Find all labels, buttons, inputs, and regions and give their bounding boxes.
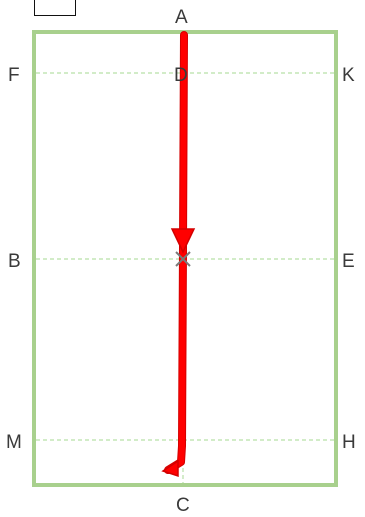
marker-f-label: F (8, 65, 20, 86)
legend-box (34, 0, 76, 16)
marker-b-label: B (8, 251, 21, 272)
route (161, 31, 196, 478)
marker-c-label: C (176, 495, 190, 516)
marker-k-label: K (342, 65, 355, 86)
route-arrow-down (170, 228, 196, 254)
marker-a-label: A (175, 7, 188, 28)
x-mark-line-2 (175, 251, 191, 267)
center-x-mark (175, 251, 191, 267)
marker-d-label: D (174, 65, 188, 86)
route-arrow-end (161, 459, 179, 478)
marker-h-label: H (342, 432, 356, 453)
marker-e-label: E (342, 251, 355, 272)
marker-m-label: M (6, 432, 22, 453)
